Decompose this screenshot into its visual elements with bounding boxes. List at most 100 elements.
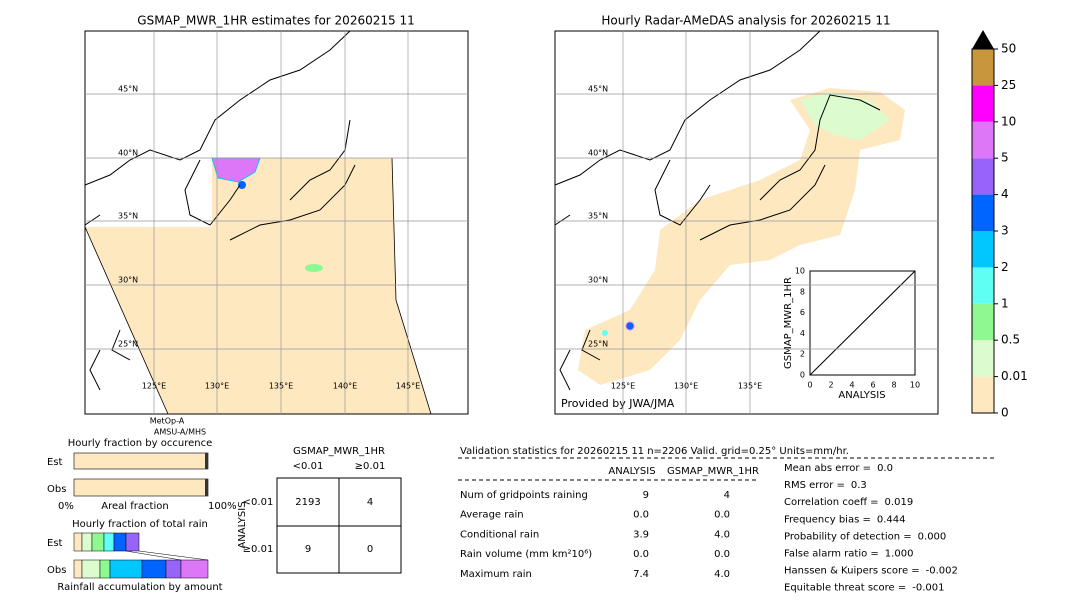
lon-label: 125°E	[142, 382, 166, 391]
inset-y-tick: 0	[800, 371, 805, 380]
score-label: False alarm ratio =	[784, 549, 879, 560]
inset-x-tick: 0	[807, 381, 812, 390]
colorbar-label: 0.01	[1001, 369, 1028, 383]
row-label: Obs	[47, 484, 66, 495]
satellite: MetOp-A	[150, 417, 185, 426]
table-title: GSMAP_MWR_1HR	[293, 446, 385, 457]
stat-value: 0.0	[633, 510, 649, 521]
map-border	[84, 30, 469, 415]
inset-x-tick: 8	[891, 381, 896, 390]
lat-label: 30°N	[118, 276, 138, 285]
inset-y-tick: 4	[800, 329, 805, 338]
connector	[125, 550, 209, 561]
panel-footer: Rainfall accumulation by amount	[57, 582, 222, 593]
stat-value: 4.0	[714, 529, 730, 540]
axis-label: 0%	[58, 501, 74, 512]
colorbar-label: 50	[1001, 42, 1016, 56]
rain-area	[602, 330, 608, 336]
inset-x-tick: 2	[828, 381, 833, 390]
lat-label: 45°N	[118, 85, 138, 94]
score-label: Frequency bias =	[784, 514, 871, 525]
colorbar-segment	[972, 231, 994, 268]
inset-y-tick: 8	[800, 287, 805, 296]
fraction-bar	[205, 453, 208, 469]
lon-label: 145°E	[396, 382, 420, 391]
fraction-panels: Hourly fraction by occurence Est Obs 0% …	[47, 438, 237, 593]
score-value: 1.000	[885, 549, 914, 560]
right-map: Hourly Radar-AMeDAS analysis for 2026021…	[554, 14, 939, 415]
inset-y-tick: 10	[795, 267, 805, 276]
inset-x-tick: 4	[849, 381, 854, 390]
score-value: 0.0	[877, 463, 893, 474]
score-label: Mean abs error =	[784, 463, 871, 474]
lon-label: 125°E	[611, 382, 635, 391]
stat-value: 0.0	[714, 510, 730, 521]
score-label: Probability of detection =	[784, 531, 912, 542]
table-cell: 4	[367, 497, 373, 508]
stat-value: 4	[724, 490, 730, 501]
axis-label: 100%	[208, 501, 237, 512]
inset-x-tick: 6	[870, 381, 875, 390]
left-map: GSMAP_MWR_1HR estimates for 20260215 11 …	[84, 14, 469, 437]
stat-value: 0.0	[714, 549, 730, 560]
score-label: Hanssen & Kuipers score =	[784, 566, 920, 577]
inset-y-tick: 2	[800, 350, 805, 359]
coastline	[84, 30, 356, 391]
column-header: GSMAP_MWR_1HR	[667, 466, 759, 477]
inset-ylabel: GSMAP_MWR_1HR	[783, 277, 794, 369]
lon-label: 130°E	[674, 382, 698, 391]
colorbar-label: 1	[1001, 296, 1009, 310]
map-title: Hourly Radar-AMeDAS analysis for 2026021…	[601, 14, 890, 28]
column-header: ≥0.01	[355, 461, 386, 472]
score-value: -0.001	[912, 583, 944, 594]
colorbar-segment	[972, 158, 994, 195]
colorbar-extend	[972, 30, 994, 49]
table-cell: 0	[367, 544, 373, 555]
colorbar-segment	[972, 85, 994, 122]
score: Probability of detection = 0.000	[784, 531, 946, 542]
stat-value: 3.9	[633, 529, 649, 540]
colorbar-segment	[972, 303, 994, 341]
map-title: GSMAP_MWR_1HR estimates for 20260215 11	[137, 14, 414, 28]
lat-label: 35°N	[588, 212, 608, 221]
score: Mean abs error = 0.0	[784, 463, 893, 474]
column-header: <0.01	[293, 461, 324, 472]
colorbar-label: 10	[1001, 114, 1016, 128]
diagonal	[809, 270, 916, 376]
stat-label: Rain volume (mm km²10⁶)	[460, 549, 592, 560]
score: Equitable threat score = -0.001	[784, 583, 945, 594]
score: RMS error = 0.3	[784, 480, 867, 491]
rain-area	[238, 181, 246, 189]
lon-label: 135°E	[738, 382, 762, 391]
colorbar-segment	[972, 194, 994, 231]
inset-x-tick: 10	[910, 381, 920, 390]
stat-value: 0.0	[633, 549, 649, 560]
score-label: RMS error =	[784, 480, 845, 491]
colorbar-segment	[972, 49, 994, 86]
lat-label: 35°N	[118, 212, 138, 221]
stat-value: 4.0	[714, 569, 730, 580]
stat-label: Conditional rain	[460, 529, 539, 540]
fraction-bar	[205, 479, 208, 496]
lat-label: 45°N	[588, 85, 608, 94]
map-border	[554, 30, 939, 415]
table-cell: 2193	[295, 497, 320, 508]
contingency-table: GSMAP_MWR_1HR <0.01 ≥0.01 ANALYSIS <0.01…	[237, 446, 402, 574]
panel-title: Hourly fraction of total rain	[72, 519, 208, 530]
score: Correlation coeff = 0.019	[784, 497, 913, 508]
score-value: 0.019	[885, 497, 914, 508]
panel-title: Hourly fraction by occurence	[68, 438, 212, 449]
lat-label: 30°N	[588, 276, 608, 285]
colorbar-label: 0.5	[1001, 333, 1020, 347]
rain-area	[305, 264, 323, 272]
stat-value: 9	[643, 490, 649, 501]
score-value: -0.002	[926, 566, 958, 577]
credit: Provided by JWA/JMA	[561, 397, 675, 410]
colorbar-segment	[972, 121, 994, 159]
rain-bar	[73, 532, 209, 579]
colorbar-label: 25	[1001, 78, 1016, 92]
axis-label: Areal fraction	[101, 501, 168, 512]
stat-label: Num of gridpoints raining	[460, 490, 588, 501]
row-axis: ANALYSIS	[237, 501, 248, 548]
colorbar-segment	[972, 340, 994, 377]
